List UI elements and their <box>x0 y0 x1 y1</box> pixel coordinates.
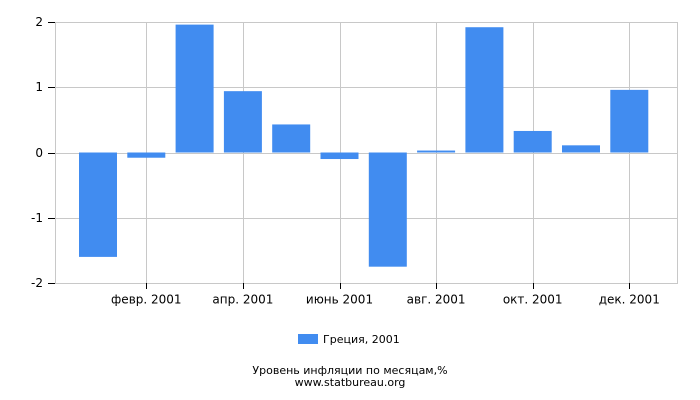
bar <box>272 124 311 153</box>
x-tick-label: июнь 2001 <box>306 293 373 307</box>
legend-swatch <box>298 334 318 344</box>
x-tick-label: авг. 2001 <box>407 293 466 307</box>
bar <box>175 24 214 153</box>
bar <box>465 27 504 153</box>
x-tick-label: апр. 2001 <box>212 293 273 307</box>
x-tick-label: февр. 2001 <box>111 293 182 307</box>
y-tick-label: 0 <box>35 146 43 160</box>
legend-label: Греция, 2001 <box>323 333 400 346</box>
bar <box>368 152 407 267</box>
bar <box>562 145 600 153</box>
y-tick-label: 1 <box>35 80 43 94</box>
bar <box>417 150 456 153</box>
bar <box>320 152 359 160</box>
y-tick-label: 2 <box>35 15 43 29</box>
y-tick-label: -2 <box>31 276 43 290</box>
x-tick-label: окт. 2001 <box>503 293 563 307</box>
bar <box>223 91 262 153</box>
y-tick-label: -1 <box>31 211 43 225</box>
source: www.statbureau.org <box>295 376 406 389</box>
chart-title: Уровень инфляции по месяцам,% <box>252 364 447 377</box>
x-tick-label: дек. 2001 <box>599 293 660 307</box>
bar <box>79 152 117 257</box>
bar <box>610 89 649 153</box>
bar <box>127 152 166 158</box>
bar <box>513 130 552 153</box>
